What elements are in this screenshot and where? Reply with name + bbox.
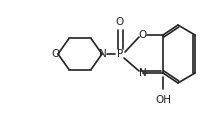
Text: OH: OH: [154, 95, 170, 105]
Text: P: P: [116, 49, 123, 59]
Text: O: O: [115, 17, 124, 27]
Text: O: O: [138, 30, 146, 40]
Text: O: O: [52, 49, 60, 59]
Text: N: N: [99, 49, 106, 59]
Text: N: N: [138, 68, 146, 78]
